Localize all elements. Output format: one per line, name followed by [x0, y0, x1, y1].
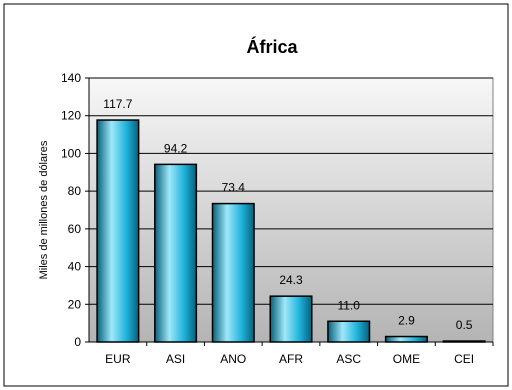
x-tick-label: ANO	[220, 352, 246, 366]
bar-ome	[384, 335, 428, 343]
x-tick-label: OME	[393, 352, 420, 366]
x-tick-label: ASI	[166, 352, 185, 366]
data-label: 117.7	[103, 97, 132, 111]
y-tick-label: 120	[61, 109, 81, 123]
data-label: 73.4	[222, 181, 246, 195]
y-tick-label: 80	[68, 184, 82, 198]
x-axis: EUR ASI ANO AFR ASC OME CEI	[89, 341, 494, 366]
x-tick-label: AFR	[279, 352, 303, 366]
data-label: 2.9	[398, 314, 415, 328]
data-label: 24.3	[279, 273, 303, 287]
y-tick-label: 0	[74, 335, 81, 349]
y-tick-label: 60	[68, 222, 82, 236]
y-tick-label: 40	[68, 260, 82, 274]
y-tick-label: 140	[61, 71, 81, 85]
bar-afr	[269, 295, 313, 343]
bar-asi	[154, 163, 198, 343]
y-tick-label: 100	[61, 146, 81, 160]
data-labels: 117.7 94.2 73.4 24.3 11.0 2.9 0.5	[103, 97, 473, 332]
y-axis: 0 20 40 60 80 100 120 140	[61, 71, 90, 349]
data-label: 11.0	[337, 298, 360, 312]
y-tick-label: 20	[68, 297, 82, 311]
bars	[96, 119, 486, 343]
bar-asc	[327, 320, 371, 343]
x-tick-label: CEI	[454, 352, 474, 366]
data-label: 0.5	[456, 318, 473, 332]
x-tick-label: EUR	[105, 352, 131, 366]
data-label: 94.2	[164, 141, 188, 155]
bar-eur	[96, 119, 140, 343]
y-axis-label: Miles de millones de dólares	[38, 140, 50, 279]
bar-ano	[211, 202, 255, 343]
x-tick-label: ASC	[336, 352, 361, 366]
chart-title: África	[246, 36, 298, 57]
